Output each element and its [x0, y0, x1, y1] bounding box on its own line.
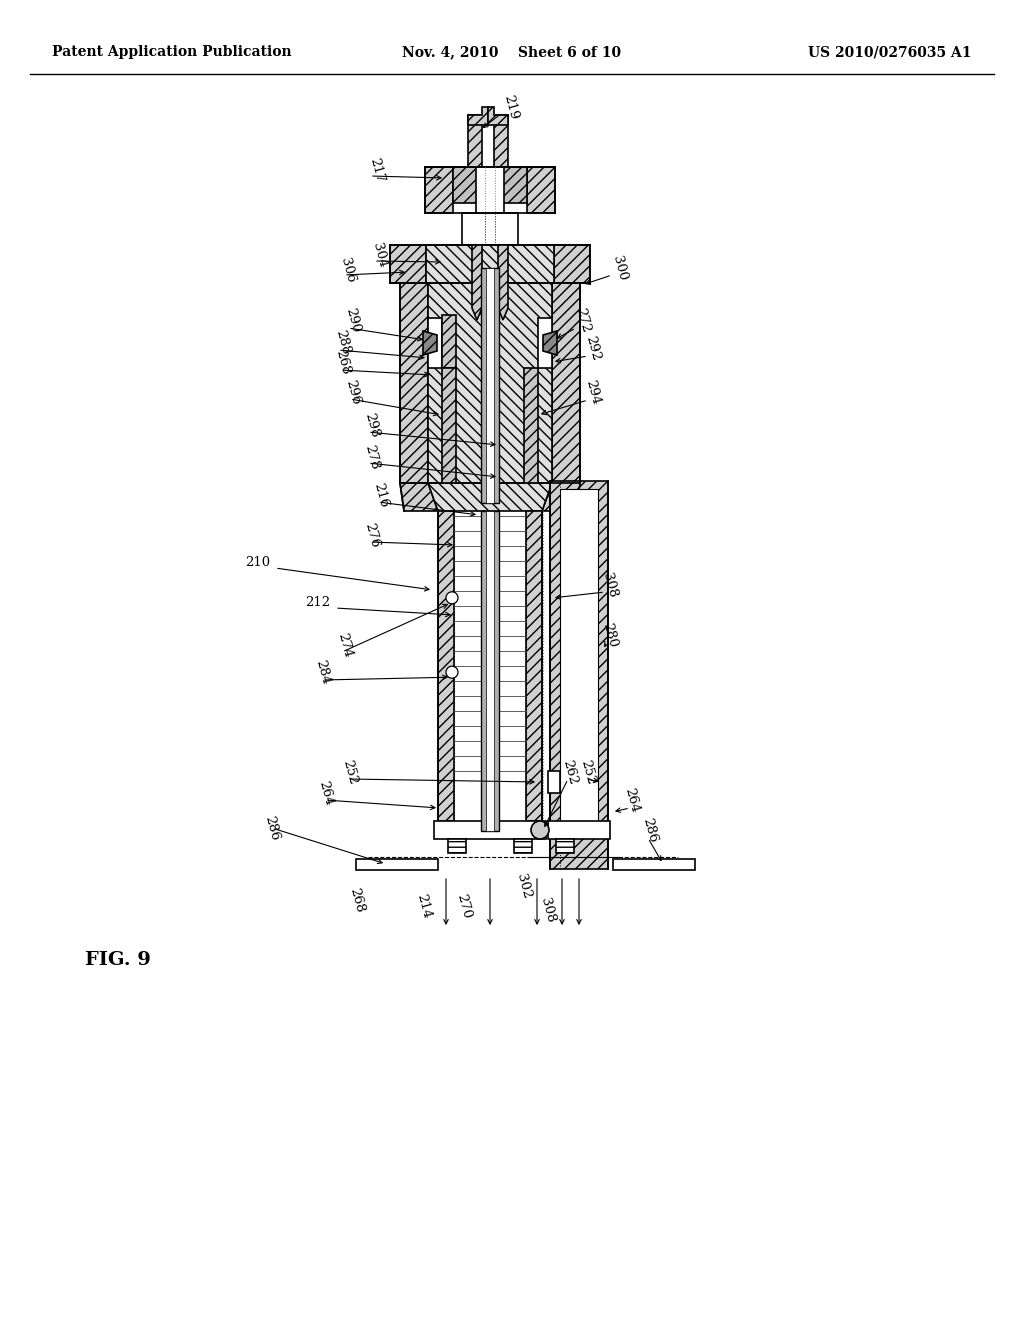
Text: 286: 286: [262, 814, 282, 842]
Bar: [548, 771, 560, 793]
Bar: [524, 368, 538, 483]
Polygon shape: [400, 483, 438, 511]
Circle shape: [446, 591, 458, 603]
Text: 274: 274: [335, 631, 354, 659]
Text: Nov. 4, 2010    Sheet 6 of 10: Nov. 4, 2010 Sheet 6 of 10: [402, 45, 622, 59]
Text: 264: 264: [622, 787, 641, 814]
Bar: [442, 368, 456, 483]
Text: 300: 300: [610, 255, 629, 282]
Bar: [527, 168, 555, 213]
Bar: [476, 168, 504, 213]
Bar: [514, 840, 532, 853]
Polygon shape: [423, 331, 437, 355]
Text: 268: 268: [347, 886, 367, 913]
Bar: [552, 282, 580, 483]
Text: 216: 216: [371, 480, 390, 510]
Polygon shape: [472, 246, 482, 319]
Bar: [613, 859, 695, 870]
Text: 298: 298: [362, 411, 381, 438]
Text: 280: 280: [600, 622, 620, 649]
Text: 219: 219: [501, 94, 520, 121]
Text: 214: 214: [414, 892, 433, 920]
Bar: [425, 168, 453, 213]
Polygon shape: [428, 483, 552, 511]
Text: Patent Application Publication: Patent Application Publication: [52, 45, 292, 59]
Text: 288: 288: [333, 329, 352, 356]
Bar: [428, 318, 442, 368]
Polygon shape: [488, 107, 508, 125]
Bar: [390, 246, 426, 282]
Bar: [556, 840, 574, 853]
Text: 286: 286: [640, 816, 659, 843]
Text: 290: 290: [343, 306, 362, 334]
Text: 292: 292: [583, 334, 602, 362]
Bar: [548, 821, 610, 840]
Text: 264: 264: [316, 779, 335, 807]
Bar: [428, 282, 552, 483]
Text: 210: 210: [245, 556, 270, 569]
Circle shape: [531, 821, 549, 840]
Text: 252: 252: [578, 758, 597, 785]
Polygon shape: [542, 483, 580, 511]
Text: 276: 276: [362, 521, 381, 549]
Text: 306: 306: [338, 256, 357, 284]
Bar: [442, 315, 456, 368]
Bar: [438, 511, 454, 821]
Text: 270: 270: [454, 892, 473, 920]
Text: 272: 272: [573, 306, 592, 334]
Bar: [462, 213, 518, 246]
Bar: [554, 246, 590, 282]
Bar: [486, 268, 494, 503]
Text: 217: 217: [367, 156, 386, 183]
Text: 284: 284: [313, 659, 332, 686]
Text: 262: 262: [560, 758, 580, 785]
Bar: [356, 859, 438, 870]
Text: 304: 304: [370, 242, 389, 269]
Text: 308: 308: [538, 896, 557, 924]
Bar: [550, 480, 608, 869]
Bar: [481, 511, 499, 832]
Polygon shape: [468, 107, 488, 125]
Text: 278: 278: [362, 444, 381, 471]
Text: 296: 296: [343, 378, 362, 407]
Text: 268: 268: [333, 348, 352, 376]
Bar: [494, 115, 508, 168]
Bar: [426, 246, 554, 282]
Bar: [560, 488, 598, 822]
Bar: [526, 511, 542, 821]
Bar: [400, 282, 428, 483]
Polygon shape: [498, 246, 508, 319]
Text: US 2010/0276035 A1: US 2010/0276035 A1: [809, 45, 972, 59]
Text: 294: 294: [583, 378, 602, 405]
Text: 302: 302: [514, 873, 534, 900]
Text: FIG. 9: FIG. 9: [85, 950, 151, 969]
Polygon shape: [543, 331, 557, 355]
Bar: [453, 168, 527, 203]
Text: 308: 308: [600, 572, 620, 599]
Bar: [481, 268, 499, 503]
Circle shape: [446, 667, 458, 678]
Bar: [449, 840, 466, 853]
Text: 252: 252: [340, 758, 359, 785]
Text: 212: 212: [305, 597, 330, 610]
Bar: [538, 318, 552, 368]
Bar: [486, 511, 494, 832]
Bar: [468, 115, 482, 168]
Bar: [434, 821, 546, 840]
